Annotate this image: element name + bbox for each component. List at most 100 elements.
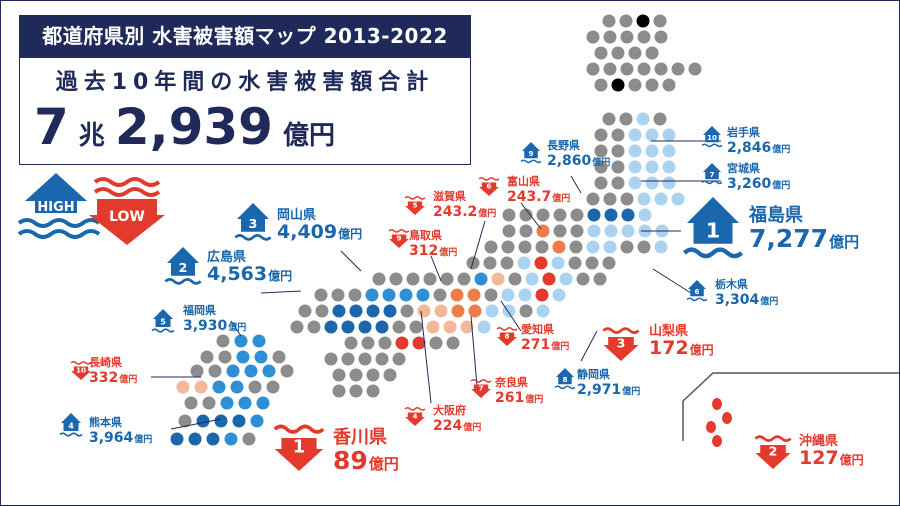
map-dot [586,192,600,206]
leader-line [420,310,432,404]
high-rank-badge-icon: 6 [686,280,708,302]
map-dot [542,272,556,286]
map-dot [602,112,616,126]
map-dot [654,240,668,254]
map-dot [457,272,471,286]
low-rank-badge-icon: 8 [496,327,518,346]
map-dot [662,176,676,190]
map-dot [332,368,346,382]
map-dot [358,320,372,334]
map-dot [688,62,702,76]
map-dot [671,62,685,76]
map-dot [628,176,642,190]
map-dot [654,30,668,44]
map-dot [468,304,482,318]
rank-number: 8 [504,331,509,340]
map-dot [586,30,600,44]
map-dot [570,208,584,222]
map-dot [553,224,567,238]
low-rank-3-label: 山梨県 172億円 [649,324,714,359]
map-dot [324,352,338,366]
map-dot [603,240,617,254]
map-dot [214,414,228,428]
map-dot [570,224,584,238]
map-dot [426,320,440,334]
map-dot [645,46,659,60]
map-dot [365,288,379,302]
map-dot [176,380,190,394]
map-dot [349,304,363,318]
map-dot [594,176,608,190]
total-cho-unit: 兆 [78,121,105,151]
map-dot [194,380,208,394]
high-rank-9-label: 長野県 2,860億円 [547,139,611,169]
map-dot [722,412,732,424]
low-rank-badge-icon: 5 [404,196,426,215]
map-dot [372,272,386,286]
map-dot [256,396,270,410]
map-dot [611,160,625,174]
low-rank-8-label: 愛知県 271億円 [521,323,570,353]
map-dot [500,256,514,270]
total-oku-number: 2,939 [114,98,273,156]
map-dot [637,30,651,44]
map-dot [188,432,202,446]
high-legend-label: HIGH [37,200,74,215]
map-dot [348,288,362,302]
map-dot [196,414,210,428]
leader-line [470,315,478,387]
map-dot [706,421,716,433]
map-dot [551,256,565,270]
map-dot [604,208,618,222]
high-rank-6-label: 栃木県 3,304億円 [715,278,779,308]
map-dot [262,364,276,378]
map-dot [216,334,230,348]
rank-number: 9 [396,233,401,242]
map-dot [230,380,244,394]
map-dot [637,240,651,254]
map-dot [620,30,634,44]
map-dot [508,272,522,286]
rank-number: 1 [706,218,720,242]
map-dot [569,240,583,254]
map-dot [602,14,616,28]
map-dot [491,272,505,286]
map-dot [620,240,634,254]
map-dot [248,380,262,394]
map-dot [409,320,423,334]
map-dot [636,112,650,126]
map-dot [392,352,406,366]
map-dot [332,384,346,398]
map-dot [552,240,566,254]
map-dot [200,350,214,364]
map-dot [712,435,722,447]
map-dot [534,256,548,270]
page-title: 都道府県別 水害被害額マップ 2013-2022 [19,15,471,57]
map-dot [712,398,722,410]
map-dot [484,240,498,254]
map-dot [518,240,532,254]
high-rank-badge-icon: 1 [682,197,744,259]
map-dot [637,62,651,76]
map-dot [637,192,651,206]
map-dot [535,288,549,302]
map-dot [593,272,607,286]
map-dot [662,78,676,92]
map-dot [412,336,426,350]
map-dot [662,144,676,158]
map-dot [611,46,625,60]
high-rank-10-label: 岩手県 2,846億円 [727,126,791,156]
high-rank-5-label: 福岡県 3,930億円 [183,304,247,334]
map-dot [594,78,608,92]
map-dot [519,224,533,238]
map-dot [671,192,685,206]
map-dot [535,240,549,254]
map-dot [332,304,346,318]
map-dot [518,288,532,302]
map-dot [594,144,608,158]
map-dot [224,432,238,446]
low-rank-badge-icon: 6 [478,177,500,196]
map-dot [611,128,625,142]
high-rank-badge-icon: 8 [554,368,576,390]
rank-number: 2 [179,261,188,276]
